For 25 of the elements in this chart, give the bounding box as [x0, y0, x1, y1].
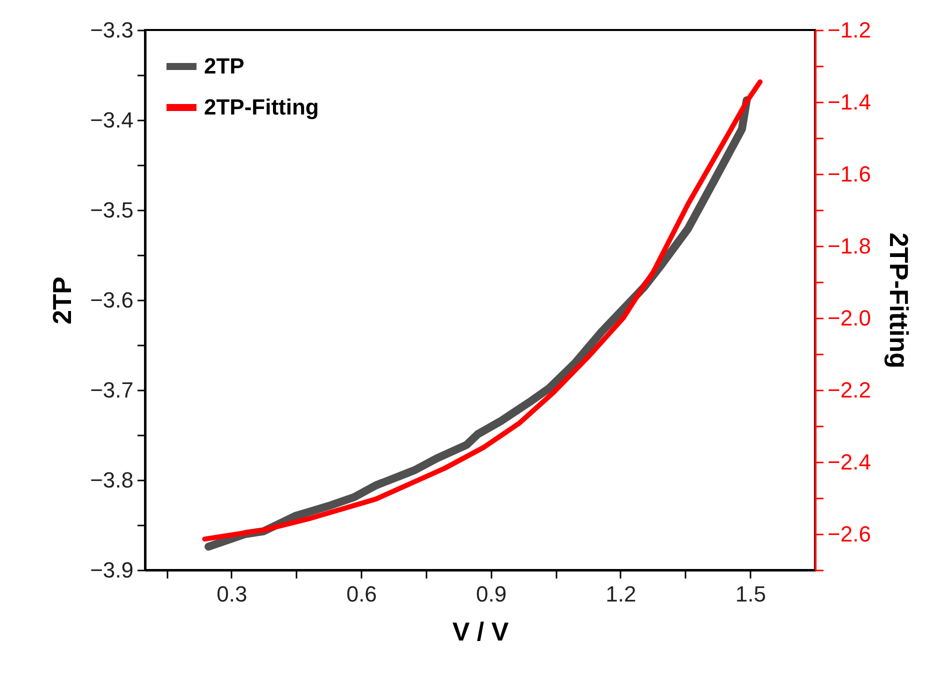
y2-tick-label: −1.6	[828, 162, 871, 186]
legend-label: 2TP	[204, 54, 244, 78]
x-axis-title: V / V	[452, 616, 510, 646]
legend-label: 2TP-Fitting	[204, 94, 319, 120]
y-tick-label: −3.3	[90, 18, 134, 42]
y2-axis-title: 2TP-Fitting	[884, 232, 914, 368]
y-tick-label: −3.7	[90, 378, 134, 402]
x-tick-label: 0.9	[476, 582, 507, 606]
x-tick-label: 1.5	[735, 582, 766, 606]
y2-tick-label: −2.4	[828, 450, 871, 474]
y-axis-title: 2TP	[47, 276, 78, 324]
y2-tick-label: −1.4	[828, 90, 871, 114]
y-tick-label: −3.5	[90, 198, 134, 222]
y2-tick-label: −1.8	[828, 234, 871, 258]
x-tick-label: 0.3	[216, 582, 248, 606]
y-tick-label: −3.8	[90, 468, 134, 492]
y2-tick-label: −2.0	[828, 306, 871, 330]
y2-tick-label: −2.6	[828, 522, 871, 546]
y-tick-label: −3.4	[90, 108, 134, 132]
y2-tick-label: −1.2	[828, 18, 871, 42]
x-tick-label: 0.6	[346, 582, 377, 606]
y-tick-label: −3.9	[90, 558, 134, 582]
y2-tick-label: −2.2	[828, 378, 871, 402]
x-tick-label: 1.2	[606, 582, 636, 606]
y-tick-label: −3.6	[90, 288, 134, 312]
